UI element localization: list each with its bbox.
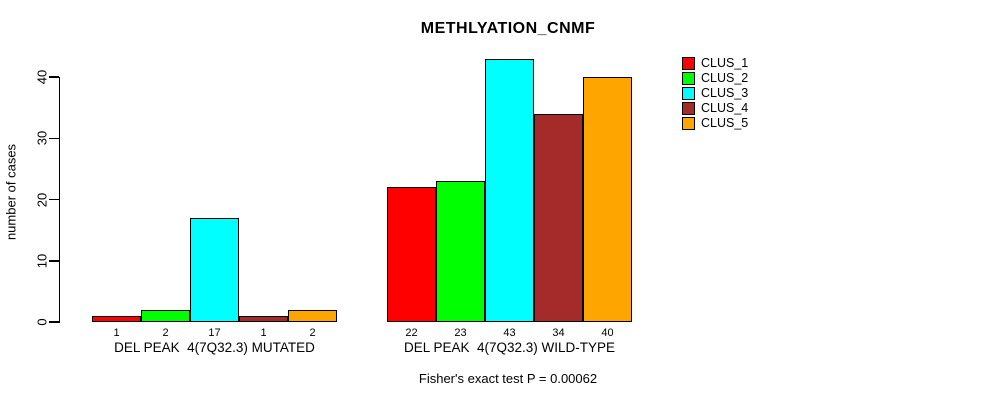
bar-value-label: 1 (260, 327, 267, 339)
chart-title: METHLYATION_CNMF (420, 20, 596, 37)
group-label: DEL PEAK 4(7Q32.3) MUTATED (114, 340, 315, 355)
bar-value-label: 34 (552, 327, 565, 339)
annotation-text: Fisher's exact test P = 0.00062 (418, 371, 598, 386)
y-tick-mark (49, 198, 59, 201)
legend-swatch-clus_5 (682, 117, 695, 130)
bar-value-label: 43 (503, 327, 516, 339)
y-tick-label: 10 (34, 253, 50, 268)
bar-clus_2-group2 (436, 181, 485, 322)
y-tick-mark (49, 137, 59, 139)
y-tick-mark (49, 260, 59, 262)
legend-swatch-clus_2 (682, 72, 695, 85)
legend-label-clus_5: CLUS_5 (701, 116, 749, 130)
legend-swatch-clus_1 (682, 57, 695, 70)
y-tick-label: 0 (34, 318, 50, 326)
bar-clus_5-group1 (288, 309, 337, 322)
bar-value-label: 2 (162, 327, 169, 339)
y-axis-label: number of cases (3, 143, 19, 241)
bar-clus_3-group2 (485, 58, 534, 322)
bar-value-label: 23 (454, 327, 467, 339)
y-axis-line (58, 77, 60, 323)
legend-label-clus_2: CLUS_2 (701, 71, 749, 85)
y-tick-label: 20 (34, 192, 50, 207)
bar-clus_4-group2 (534, 113, 583, 322)
bar-value-label: 17 (208, 327, 221, 339)
bar-clus_1-group2 (387, 187, 436, 322)
y-tick-mark (49, 321, 59, 323)
bar-clus_1-group1 (92, 315, 141, 322)
legend-label-clus_3: CLUS_3 (701, 86, 749, 100)
bar-value-label: 22 (405, 327, 418, 339)
bar-clus_5-group2 (583, 77, 632, 322)
legend-label-clus_1: CLUS_1 (701, 56, 749, 70)
bar-clus_2-group1 (141, 309, 190, 322)
y-tick-label: 30 (34, 131, 50, 146)
bar-value-label: 1 (113, 327, 120, 339)
bar-clus_4-group1 (239, 315, 288, 322)
group-label: DEL PEAK 4(7Q32.3) WILD-TYPE (403, 340, 616, 355)
y-tick-label: 40 (34, 69, 50, 85)
bar-value-label: 40 (601, 327, 614, 339)
bar-clus_3-group1 (190, 217, 239, 322)
legend-label-clus_4: CLUS_4 (701, 101, 749, 115)
bar-value-label: 2 (309, 327, 316, 339)
legend-swatch-clus_4 (682, 102, 695, 115)
legend-swatch-clus_3 (682, 87, 695, 100)
y-tick-mark (49, 76, 59, 78)
